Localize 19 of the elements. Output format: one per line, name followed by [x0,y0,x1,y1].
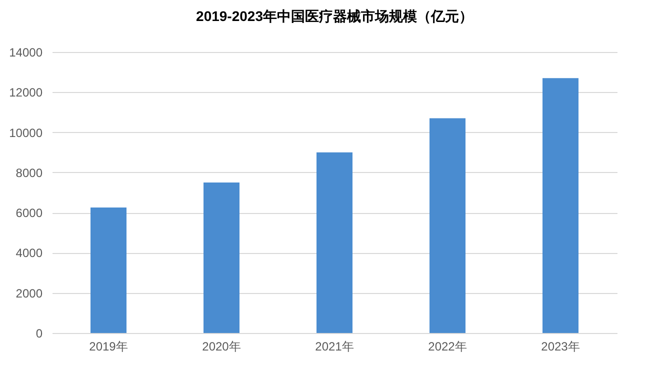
bar [204,182,240,333]
y-tick-label: 8000 [16,166,43,180]
y-tick-label: 4000 [16,246,43,260]
y-tick-label: 2000 [16,286,43,300]
y-tick-label: 10000 [9,126,43,140]
x-tick-label: 2019年 [89,340,128,354]
bar [430,118,466,333]
x-tick-label: 2020年 [202,340,241,354]
bar [316,152,352,333]
y-tick-label: 14000 [9,46,43,60]
y-tick-label: 6000 [16,206,43,220]
x-tick-label: 2022年 [428,340,467,354]
bar [542,78,578,333]
y-tick-label: 0 [36,326,43,340]
x-tick-label: 2023年 [541,340,580,354]
x-tick-label: 2021年 [315,340,354,354]
y-tick-label: 12000 [9,86,43,100]
bar [90,208,126,333]
chart-title: 2019-2023年中国医疗器械市场规模（亿元） [196,8,473,24]
